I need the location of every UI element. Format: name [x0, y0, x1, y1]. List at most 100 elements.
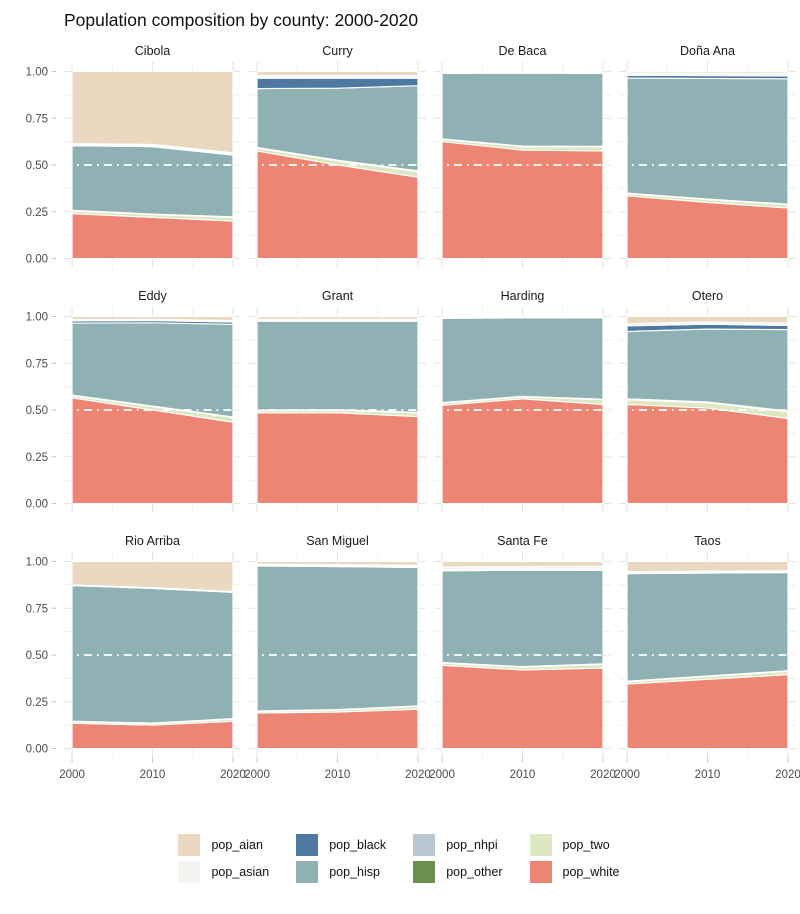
area-pop_white — [256, 412, 419, 505]
facet-panel-curry — [249, 62, 426, 268]
legend-item-pop_aian: pop_aian — [178, 834, 269, 856]
facet-strip-de-baca: De Baca — [498, 44, 547, 58]
panel-cell — [64, 307, 241, 513]
y-tick-label: 1.00 — [26, 557, 48, 569]
y-tick-label: 1.00 — [26, 67, 48, 79]
area-pop_aian — [441, 315, 604, 318]
legend-label-pop_black: pop_black — [329, 838, 387, 852]
area-pop_white — [256, 708, 419, 750]
y-tick-label: 0.25 — [26, 207, 48, 219]
x-axis-cell: 2000 2010 2020 — [244, 758, 431, 788]
facet-panel-taos — [619, 552, 796, 758]
area-pop_hisp — [626, 77, 789, 205]
area-pop_hisp — [626, 328, 789, 412]
x-axis-cell: 2000 2010 2020 — [59, 758, 246, 788]
legend-label-pop_asian: pop_asian — [211, 865, 270, 879]
area-pop_aian — [256, 70, 419, 76]
legend-item-pop_nhpi: pop_nhpi — [413, 834, 502, 856]
y-axis: 1.00 0.75 0.50 0.25 0.00 — [26, 312, 56, 511]
facet-panel-do-a-ana — [619, 62, 796, 268]
facet-panel-de-baca — [434, 62, 611, 268]
panel-cell — [434, 62, 611, 268]
legend-label-pop_nhpi: pop_nhpi — [446, 838, 498, 852]
legend-label-pop_hisp: pop_hisp — [329, 865, 380, 879]
area-pop_aian — [256, 560, 419, 566]
x-tick-label: 2010 — [325, 769, 351, 781]
panel-cell — [64, 62, 241, 268]
area-pop_aian — [441, 560, 604, 568]
panel-cell — [619, 552, 796, 758]
area-pop_aian — [626, 560, 789, 573]
area-pop_aian — [626, 70, 789, 74]
facet-strip-eddy: Eddy — [138, 289, 167, 303]
legend-column: pop_black pop_hisp — [296, 834, 386, 883]
legend-column: pop_nhpi pop_other — [413, 834, 503, 883]
legend-item-pop_two: pop_two — [529, 834, 620, 856]
x-tick-label: 2020 — [405, 769, 431, 781]
facet-panel-san-miguel — [249, 552, 426, 758]
strip-spacer — [2, 40, 56, 62]
area-pop_hisp — [71, 145, 234, 218]
x-tick-label: 2010 — [695, 769, 721, 781]
chart-title: Population composition by county: 2000-2… — [64, 10, 419, 30]
facet-strip-san-miguel: San Miguel — [306, 534, 369, 548]
area-pop_aian — [71, 560, 234, 593]
x-axis: 2000 2010 2020 — [59, 758, 246, 781]
area-pop_hisp — [626, 571, 789, 682]
facet-strip-do-a-ana: Doña Ana — [680, 44, 735, 58]
x-tick-label: 2010 — [510, 769, 536, 781]
legend-label-pop_two: pop_two — [562, 838, 610, 852]
panel-cell — [434, 552, 611, 758]
panel-cell — [249, 307, 426, 513]
x-tick-label: 2000 — [429, 769, 455, 781]
facet-strip-harding: Harding — [500, 289, 545, 303]
facet-grid: Cibola Curry De Baca Doña Ana 1.00 0.75 0.50 0.… — [2, 40, 800, 788]
y-tick-label: 0.00 — [26, 254, 48, 266]
legend-item-pop_white: pop_white — [529, 861, 620, 883]
x-axis: 2000 2010 2020 — [244, 758, 431, 781]
panel-cell — [619, 62, 796, 268]
facet-strip-otero: Otero — [691, 289, 724, 303]
legend-key-pop_two — [529, 834, 552, 856]
legend-key-pop_asian — [178, 861, 201, 883]
legend-item-pop_hisp: pop_hisp — [296, 861, 386, 883]
y-axis-cell: 1.00 0.75 0.50 0.25 0.00 — [2, 62, 56, 268]
y-tick-label: 0.25 — [26, 697, 48, 709]
facet-panel-rio-arriba — [64, 552, 241, 758]
facet-panel-otero — [619, 307, 796, 513]
x-axis-cell: 2000 2010 2020 — [429, 758, 616, 788]
area-pop_white — [441, 141, 604, 260]
area-pop_white — [626, 674, 789, 750]
strip-spacer — [2, 285, 56, 307]
area-pop_hisp — [256, 565, 419, 712]
facet-panel-cibola — [64, 62, 241, 268]
y-axis: 1.00 0.75 0.50 0.25 0.00 — [26, 557, 56, 756]
panel-cell — [434, 307, 611, 513]
area-pop_aian — [256, 315, 419, 320]
legend-label-pop_white: pop_white — [562, 865, 620, 879]
panel-cell — [619, 307, 796, 513]
panel-cell — [249, 552, 426, 758]
legend-item-pop_asian: pop_asian — [178, 861, 269, 883]
y-axis-cell: 1.00 0.75 0.50 0.25 0.00 — [2, 552, 56, 758]
area-pop_aian — [626, 315, 789, 325]
facet-strip-grant: Grant — [321, 289, 354, 303]
area-pop_white — [626, 403, 789, 505]
facet-strip-taos: Taos — [694, 534, 721, 548]
area-pop_aian — [441, 70, 604, 73]
area-pop_aian — [71, 315, 234, 322]
facet-panel-harding — [434, 307, 611, 513]
y-tick-label: 0.50 — [26, 650, 48, 662]
legend-key-pop_other — [413, 861, 436, 883]
y-tick-label: 0.25 — [26, 452, 48, 464]
legend-label-pop_other: pop_other — [446, 865, 503, 879]
facet-panel-grant — [249, 307, 426, 513]
legend-key-pop_nhpi — [413, 834, 436, 856]
area-pop_white — [441, 664, 604, 750]
x-tick-label: 2000 — [59, 769, 85, 781]
x-axis-cell: 2000 2010 2020 — [614, 758, 800, 788]
legend-column: pop_aian pop_asian — [178, 834, 269, 883]
area-pop_hisp — [441, 72, 604, 147]
x-tick-label: 2020 — [220, 769, 246, 781]
